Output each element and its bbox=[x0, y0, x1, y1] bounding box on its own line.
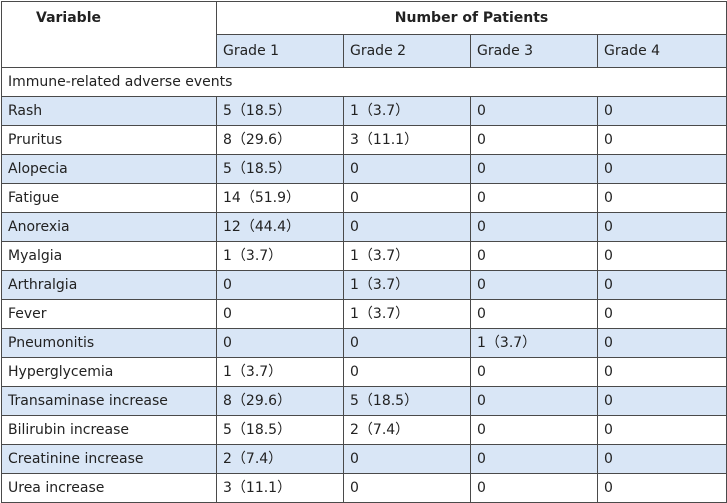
variable-cell: Anorexia bbox=[1, 212, 217, 242]
grade-3-cell: 0 bbox=[470, 212, 598, 242]
grade-1-cell: 8（29.6） bbox=[216, 386, 344, 416]
table-row: Pruritus 8（29.6） 3（11.1） 0 0 bbox=[1, 125, 727, 155]
grade-4-cell: 0 bbox=[596, 241, 727, 271]
variable-column-header: Variable bbox=[1, 1, 217, 68]
number-of-patients-header: Number of Patients bbox=[215, 1, 727, 35]
grade-3-cell: 0 bbox=[470, 154, 598, 184]
grade-4-cell: 0 bbox=[596, 270, 727, 300]
grade-2-cell: 1（3.7） bbox=[343, 241, 471, 271]
grade-2-cell: 0 bbox=[343, 212, 471, 242]
variable-cell: Fatigue bbox=[1, 183, 217, 213]
grade-3-cell: 0 bbox=[470, 473, 598, 503]
grade-2-header: Grade 2 bbox=[343, 34, 471, 68]
grade-2-cell: 0 bbox=[343, 154, 471, 184]
grade-2-cell: 0 bbox=[343, 357, 471, 387]
grade-4-cell: 0 bbox=[596, 386, 727, 416]
grade-3-cell: 0 bbox=[470, 183, 598, 213]
table-row: Pneumonitis 0 0 1（3.7） 0 bbox=[1, 328, 727, 358]
grade-1-cell: 3（11.1） bbox=[216, 473, 344, 503]
grade-2-cell: 0 bbox=[343, 328, 471, 358]
grade-1-cell: 8（29.6） bbox=[216, 125, 344, 155]
table-row: Fever 0 1（3.7） 0 0 bbox=[1, 299, 727, 329]
grade-4-cell: 0 bbox=[596, 96, 727, 126]
table-row: Alopecia 5（18.5） 0 0 0 bbox=[1, 154, 727, 184]
grade-2-cell: 1（3.7） bbox=[343, 299, 471, 329]
grade-3-cell: 0 bbox=[470, 444, 598, 474]
table-row: Urea increase 3（11.1） 0 0 0 bbox=[1, 473, 727, 503]
table-row: Arthralgia 0 1（3.7） 0 0 bbox=[1, 270, 727, 300]
table-row: Bilirubin increase 5（18.5） 2（7.4） 0 0 bbox=[1, 415, 727, 445]
grade-header-row: Grade 1 Grade 2 Grade 3 Grade 4 bbox=[2, 34, 727, 68]
grade-1-cell: 5（18.5） bbox=[216, 154, 344, 184]
table-row: Creatinine increase 2（7.4） 0 0 0 bbox=[1, 444, 727, 474]
grade-1-cell: 12（44.4） bbox=[216, 212, 344, 242]
variable-cell: Creatinine increase bbox=[1, 444, 217, 474]
grade-4-cell: 0 bbox=[596, 357, 727, 387]
variable-cell: Bilirubin increase bbox=[1, 415, 217, 445]
table-row: Anorexia 12（44.4） 0 0 0 bbox=[1, 212, 727, 242]
grade-2-cell: 1（3.7） bbox=[343, 96, 471, 126]
variable-cell: Fever bbox=[1, 299, 217, 329]
table-row: Transaminase increase 8（29.6） 5（18.5） 0 0 bbox=[1, 386, 727, 416]
grade-2-cell: 2（7.4） bbox=[343, 415, 471, 445]
grade-3-cell: 0 bbox=[470, 415, 598, 445]
grade-1-cell: 0 bbox=[216, 299, 344, 329]
section-label: Immune-related adverse events bbox=[0, 67, 727, 97]
variable-cell: Arthralgia bbox=[1, 270, 217, 300]
grade-1-cell: 5（18.5） bbox=[216, 96, 344, 126]
grade-4-cell: 0 bbox=[596, 154, 727, 184]
grade-3-cell: 0 bbox=[470, 125, 598, 155]
grade-4-cell: 0 bbox=[596, 473, 727, 503]
variable-cell: Urea increase bbox=[1, 473, 217, 503]
section-row: Immune-related adverse events bbox=[0, 67, 727, 97]
variable-cell: Hyperglycemia bbox=[1, 357, 217, 387]
table-row: Hyperglycemia 1（3.7） 0 0 0 bbox=[1, 357, 727, 387]
grade-4-cell: 0 bbox=[596, 212, 727, 242]
grade-4-cell: 0 bbox=[596, 415, 727, 445]
grade-4-cell: 0 bbox=[596, 125, 727, 155]
grade-3-cell: 0 bbox=[470, 96, 598, 126]
grade-2-cell: 1（3.7） bbox=[343, 270, 471, 300]
grade-4-cell: 0 bbox=[596, 444, 727, 474]
grade-2-cell: 5（18.5） bbox=[343, 386, 471, 416]
grade-2-cell: 0 bbox=[343, 444, 471, 474]
grade-3-cell: 1（3.7） bbox=[470, 328, 598, 358]
grade-1-cell: 5（18.5） bbox=[216, 415, 344, 445]
table-row: Myalgia 1（3.7） 1（3.7） 0 0 bbox=[1, 241, 727, 271]
grade-3-cell: 0 bbox=[470, 299, 598, 329]
grade-1-cell: 14（51.9） bbox=[216, 183, 344, 213]
grade-3-header: Grade 3 bbox=[470, 34, 598, 68]
grade-2-cell: 0 bbox=[343, 183, 471, 213]
grade-4-cell: 0 bbox=[596, 183, 727, 213]
grade-3-cell: 0 bbox=[470, 386, 598, 416]
variable-cell: Rash bbox=[1, 96, 217, 126]
grade-4-header: Grade 4 bbox=[596, 34, 727, 68]
variable-cell: Pruritus bbox=[1, 125, 217, 155]
variable-cell: Transaminase increase bbox=[1, 386, 217, 416]
grade-1-cell: 1（3.7） bbox=[216, 241, 344, 271]
header-row: Variable Number of Patients bbox=[1, 1, 727, 68]
variable-cell: Myalgia bbox=[1, 241, 217, 271]
grade-1-cell: 0 bbox=[216, 270, 344, 300]
table-row: Rash 5（18.5） 1（3.7） 0 0 bbox=[1, 96, 727, 126]
grade-2-cell: 3（11.1） bbox=[343, 125, 471, 155]
grade-1-cell: 2（7.4） bbox=[216, 444, 344, 474]
grade-4-cell: 0 bbox=[596, 299, 727, 329]
grade-3-cell: 0 bbox=[470, 357, 598, 387]
grade-1-cell: 0 bbox=[216, 328, 344, 358]
grade-1-header: Grade 1 bbox=[216, 34, 344, 68]
grade-3-cell: 0 bbox=[470, 241, 598, 271]
grade-3-cell: 0 bbox=[470, 270, 598, 300]
grade-1-cell: 1（3.7） bbox=[216, 357, 344, 387]
grade-4-cell: 0 bbox=[596, 328, 727, 358]
table-row: Fatigue 14（51.9） 0 0 0 bbox=[1, 183, 727, 213]
variable-cell: Alopecia bbox=[1, 154, 217, 184]
variable-cell: Pneumonitis bbox=[1, 328, 217, 358]
grade-2-cell: 0 bbox=[343, 473, 471, 503]
